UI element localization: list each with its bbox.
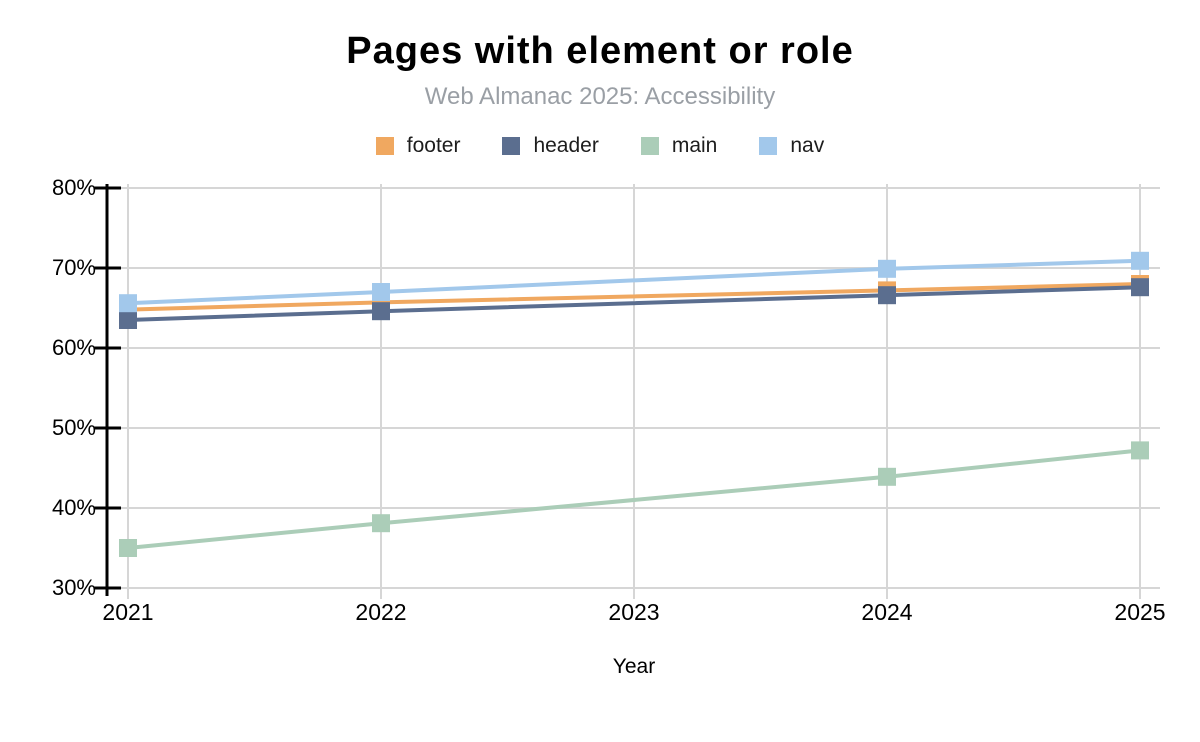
marker-main-2024	[878, 467, 896, 486]
x-axis-label-2021: 2021	[102, 599, 153, 625]
legend-label-footer: footer	[406, 134, 461, 157]
legend-item-footer: footer	[375, 134, 461, 158]
x-axis-title: Year	[613, 655, 655, 678]
marker-header-2021	[119, 311, 137, 329]
line-chart: 30% 40% 50% 60% 70% 80% 2021 2022 2023 2024 2025 Ye…	[52, 175, 1166, 678]
legend-swatch-footer	[375, 137, 394, 155]
y-axis-label-60: 60%	[52, 335, 96, 360]
legend-label-main: main	[671, 134, 718, 157]
legend-label-header: header	[533, 134, 599, 157]
chart-legend: footer header main nav	[375, 133, 824, 159]
y-axis-label-50: 50%	[52, 415, 96, 440]
marker-main-2022	[372, 514, 390, 533]
series-line-header	[127, 285, 1141, 322]
series-line-nav	[127, 258, 1141, 306]
y-axis-label-40: 40%	[52, 495, 96, 520]
series-line-footer	[127, 282, 1141, 312]
marker-nav-2021	[119, 294, 137, 313]
chart-title: Pages with element or role	[346, 30, 854, 72]
legend-swatch-header	[502, 137, 521, 155]
chart-subtitle: Web Almanac 2025: Accessibility	[424, 83, 776, 110]
marker-header-2024	[878, 286, 896, 305]
x-axis-label-2024: 2024	[861, 599, 912, 625]
marker-header-2022	[372, 302, 390, 321]
marker-main-2025	[1131, 441, 1149, 460]
marker-nav-2024	[878, 259, 896, 278]
x-axis-label-2022: 2022	[355, 599, 406, 625]
x-axis-label-2025: 2025	[1114, 599, 1165, 625]
marker-main-2021	[119, 539, 137, 557]
marker-nav-2025	[1131, 251, 1149, 270]
marker-nav-2022	[372, 283, 390, 301]
plot-area: 30% 40% 50% 60% 70% 80% 2021 2022 2023 2024 2025 Ye…	[0, 163, 1200, 728]
y-axis-label-70: 70%	[52, 255, 96, 280]
y-axis-label-80: 80%	[52, 175, 96, 200]
series-line-main	[127, 448, 1141, 550]
y-axis-label-30: 30%	[52, 575, 96, 600]
legend-swatch-main	[640, 137, 659, 155]
legend-item-header: header	[502, 134, 599, 158]
legend-item-nav: nav	[759, 134, 824, 158]
marker-header-2025	[1131, 278, 1149, 297]
legend-swatch-nav	[759, 137, 778, 155]
legend-item-main: main	[640, 134, 718, 158]
legend-label-nav: nav	[790, 134, 825, 157]
x-axis-label-2023: 2023	[608, 599, 659, 625]
